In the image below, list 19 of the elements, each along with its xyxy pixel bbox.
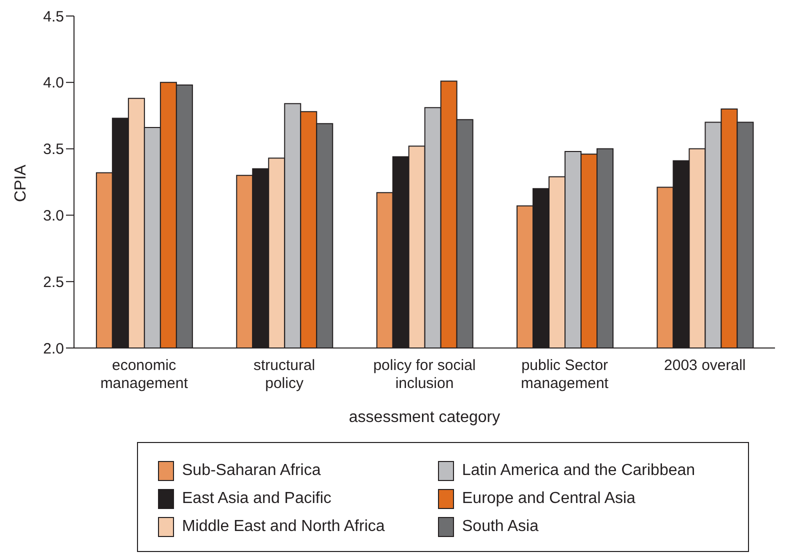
x-tick-label: structural policy: [253, 357, 316, 392]
y-tick-label: 4.5: [43, 8, 64, 26]
x-tick-label: 2003 overall: [664, 357, 746, 374]
y-axis-title: CPIA: [12, 164, 30, 202]
legend-label: East Asia and Pacific: [182, 490, 332, 508]
legend-label: Latin America and the Caribbean: [462, 462, 696, 480]
x-tick-label: policy for social inclusion: [373, 357, 476, 392]
legend-label: Europe and Central Asia: [462, 490, 636, 508]
x-tick-label: public Sector management: [520, 357, 610, 392]
legend-label: South Asia: [462, 518, 538, 536]
legend-label: Middle East and North Africa: [182, 518, 385, 536]
x-axis-title: assessment category: [348, 409, 500, 426]
y-tick-label: 4.0: [43, 74, 64, 92]
y-tick-label: 2.0: [43, 340, 64, 358]
y-tick-label: 3.0: [43, 208, 64, 225]
legend-label: Sub-Saharan Africa: [182, 462, 321, 480]
y-tick-label: 2.5: [43, 274, 64, 291]
y-tick-label: 3.5: [43, 141, 64, 158]
x-tick-label: economic management: [100, 357, 189, 392]
